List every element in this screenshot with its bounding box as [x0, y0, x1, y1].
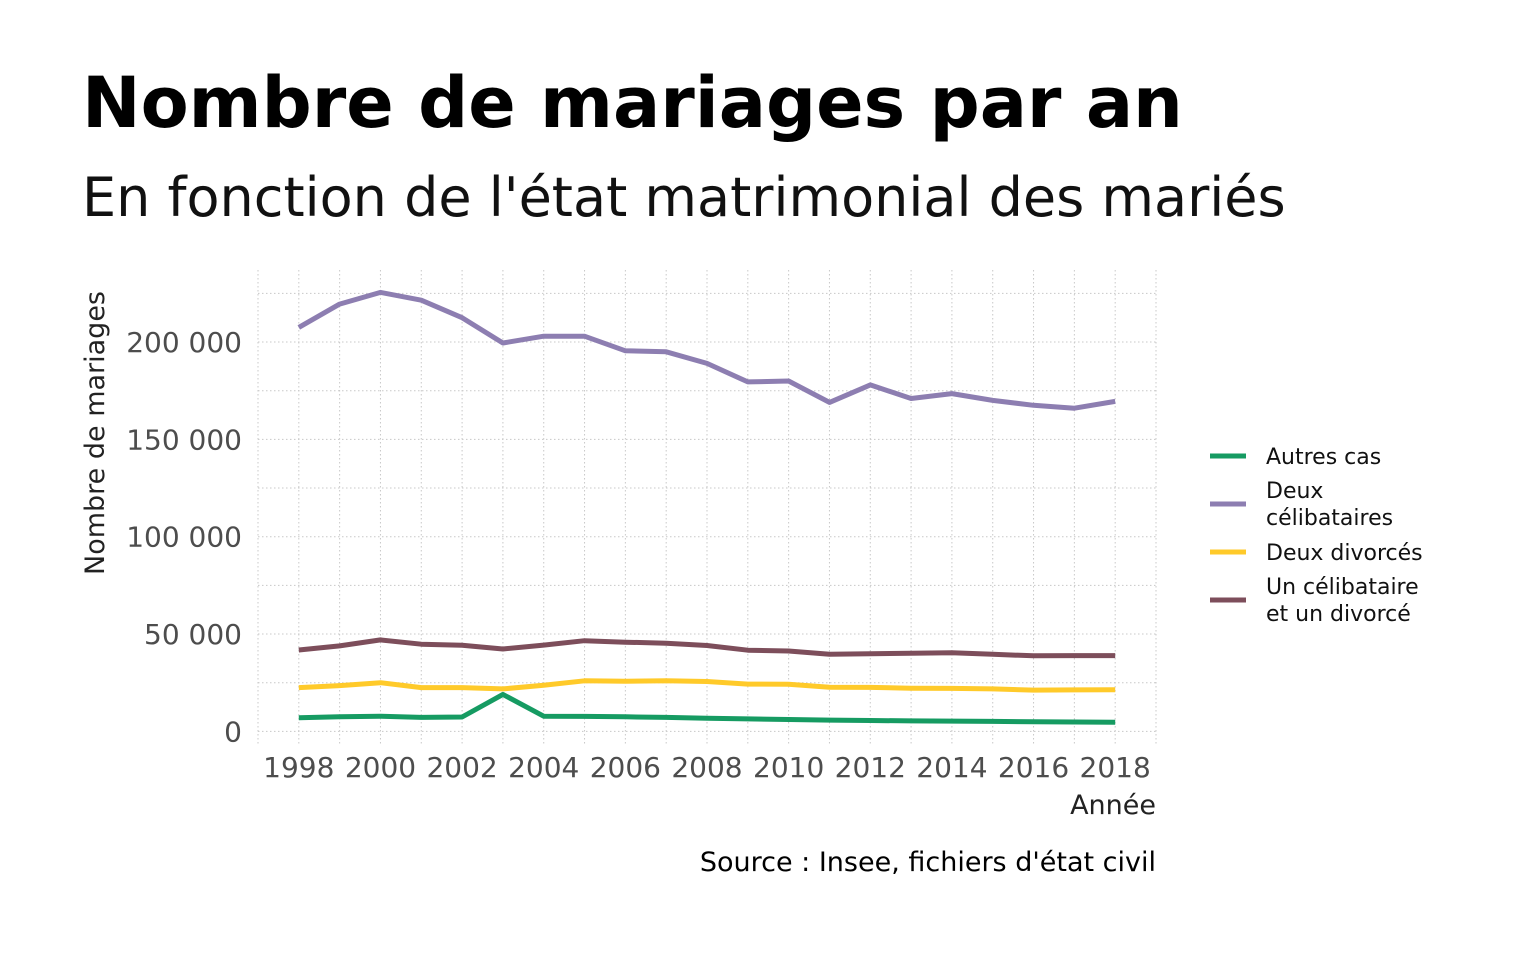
legend-label: Autres cas: [1266, 445, 1381, 470]
x-tick-label: 2012: [835, 751, 906, 784]
y-tick-label: 100 000: [126, 521, 242, 554]
x-tick-label: 2002: [426, 751, 497, 784]
chart-title: Nombre de mariages par an: [82, 62, 1183, 144]
legend-label: célibataires: [1266, 506, 1393, 531]
legend-label: Deux divorcés: [1266, 541, 1423, 566]
x-tick-label: 2014: [916, 751, 987, 784]
x-tick-label: 2006: [590, 751, 661, 784]
grid: [257, 270, 1157, 745]
series-line: [297, 289, 1116, 411]
legend-label: et un divorcé: [1266, 602, 1411, 627]
y-tick-label: 0: [224, 715, 242, 748]
x-tick-label: 2010: [753, 751, 824, 784]
x-axis-title: Année: [1070, 790, 1156, 821]
chart-subtitle: En fonction de l'état matrimonial des ma…: [82, 166, 1286, 229]
legend-label: Deux: [1266, 479, 1323, 504]
y-tick-label: 200 000: [126, 326, 242, 359]
legend-label: Un célibataire: [1266, 575, 1419, 600]
x-tick-label: 1998: [263, 751, 334, 784]
y-axis-title: Nombre de mariages: [80, 291, 111, 575]
x-tick-label: 2000: [345, 751, 416, 784]
series-line: [298, 637, 1116, 659]
series-lines: [297, 289, 1116, 725]
series-line: [298, 691, 1116, 725]
y-axis-ticks: 0 50 000 100 000 150 000 200 000: [126, 326, 242, 748]
series-line: [298, 678, 1116, 693]
y-tick-label: 150 000: [126, 423, 242, 456]
y-tick-label: 50 000: [144, 618, 242, 651]
x-tick-label: 2008: [671, 751, 742, 784]
x-tick-label: 2016: [998, 751, 1069, 784]
x-tick-label: 2018: [1080, 751, 1151, 784]
x-axis-ticks: 1998 2000 2002 2004 2006 2008 2010 2012 2014 2016…: [263, 751, 1151, 784]
x-tick-label: 2004: [508, 751, 579, 784]
source-note: Source : Insee, fichiers d'état civil: [700, 847, 1156, 878]
